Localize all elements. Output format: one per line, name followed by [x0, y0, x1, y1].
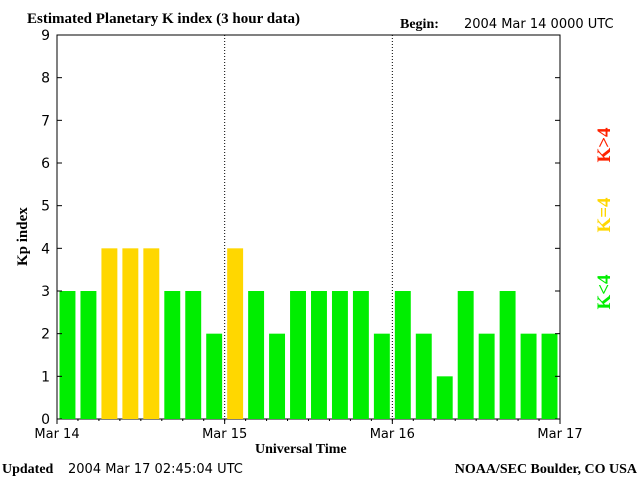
- kp-bar: [185, 291, 202, 419]
- kp-bar: [520, 333, 537, 419]
- y-tick-label: 5: [41, 199, 50, 215]
- y-tick-label: 7: [41, 113, 50, 129]
- y-tick-label: 3: [41, 284, 50, 300]
- kp-bar: [478, 333, 495, 419]
- kp-bar: [541, 333, 558, 419]
- day-separators: [224, 35, 393, 419]
- kp-bar: [122, 248, 139, 419]
- kp-bar: [101, 248, 118, 419]
- y-tick-label: 1: [41, 369, 50, 385]
- y-axis-label: Kp index: [15, 207, 31, 266]
- kp-bar: [164, 291, 181, 419]
- y-tick-label: 9: [41, 28, 50, 44]
- y-tick-label: 6: [41, 156, 50, 172]
- kp-bar: [457, 291, 474, 419]
- kp-bar: [227, 248, 244, 419]
- kp-bar: [290, 291, 306, 419]
- begin-label: Begin:: [400, 17, 439, 32]
- x-axis-label: Universal Time: [255, 442, 347, 457]
- kp-bar: [415, 333, 432, 419]
- y-tick-label: 8: [41, 71, 50, 87]
- kp-bar: [352, 291, 369, 419]
- legend-entry: K=4: [594, 197, 615, 233]
- x-tick-label: Mar 16: [370, 427, 415, 442]
- kp-bar: [80, 291, 97, 419]
- header: Estimated Planetary K index (3 hour data…: [27, 11, 614, 32]
- bars: [59, 248, 558, 419]
- kp-bar: [311, 291, 327, 419]
- x-axis: Mar 14 Mar 15 Mar 16 Mar 17: [34, 419, 583, 442]
- kp-bar: [499, 291, 516, 419]
- footer: Updated 2004 Mar 17 02:45:04 UTC NOAA/SE…: [2, 462, 638, 477]
- begin-value: 2004 Mar 14 0000 UTC: [464, 17, 614, 32]
- kp-bar: [436, 376, 453, 419]
- kp-bar: [394, 291, 411, 419]
- kp-bar: [331, 291, 348, 419]
- kp-bar: [269, 333, 286, 419]
- kp-bar: [206, 333, 223, 419]
- source-credit: NOAA/SEC Boulder, CO USA: [455, 462, 638, 477]
- x-tick-label: Mar 15: [202, 427, 247, 442]
- x-tick-label: Mar 17: [537, 427, 582, 442]
- kp-bar: [59, 291, 76, 419]
- updated-value: 2004 Mar 17 02:45:04 UTC: [68, 462, 243, 477]
- y-tick-label: 2: [41, 327, 50, 343]
- legend-entry: K<4: [594, 274, 615, 310]
- chart-title: Estimated Planetary K index (3 hour data…: [27, 11, 300, 27]
- y-tick-label: 4: [41, 241, 50, 257]
- y-tick-label: 0: [41, 412, 50, 428]
- kp-bar: [143, 248, 160, 419]
- x-tick-label: Mar 14: [34, 427, 79, 442]
- kp-bar: [248, 291, 265, 419]
- legend-entry: K>4: [594, 127, 615, 163]
- legend: K<4 K=4 K>4: [594, 127, 615, 310]
- kp-bar: [373, 333, 390, 419]
- y-axis: 0 1 2 3 4 5 6 7 8 9: [41, 28, 560, 428]
- updated-label: Updated: [2, 462, 54, 477]
- plot-area: 0 1 2 3 4 5 6 7 8 9 Mar 14 Mar 15 Mar 16 Mar 17: [34, 28, 582, 442]
